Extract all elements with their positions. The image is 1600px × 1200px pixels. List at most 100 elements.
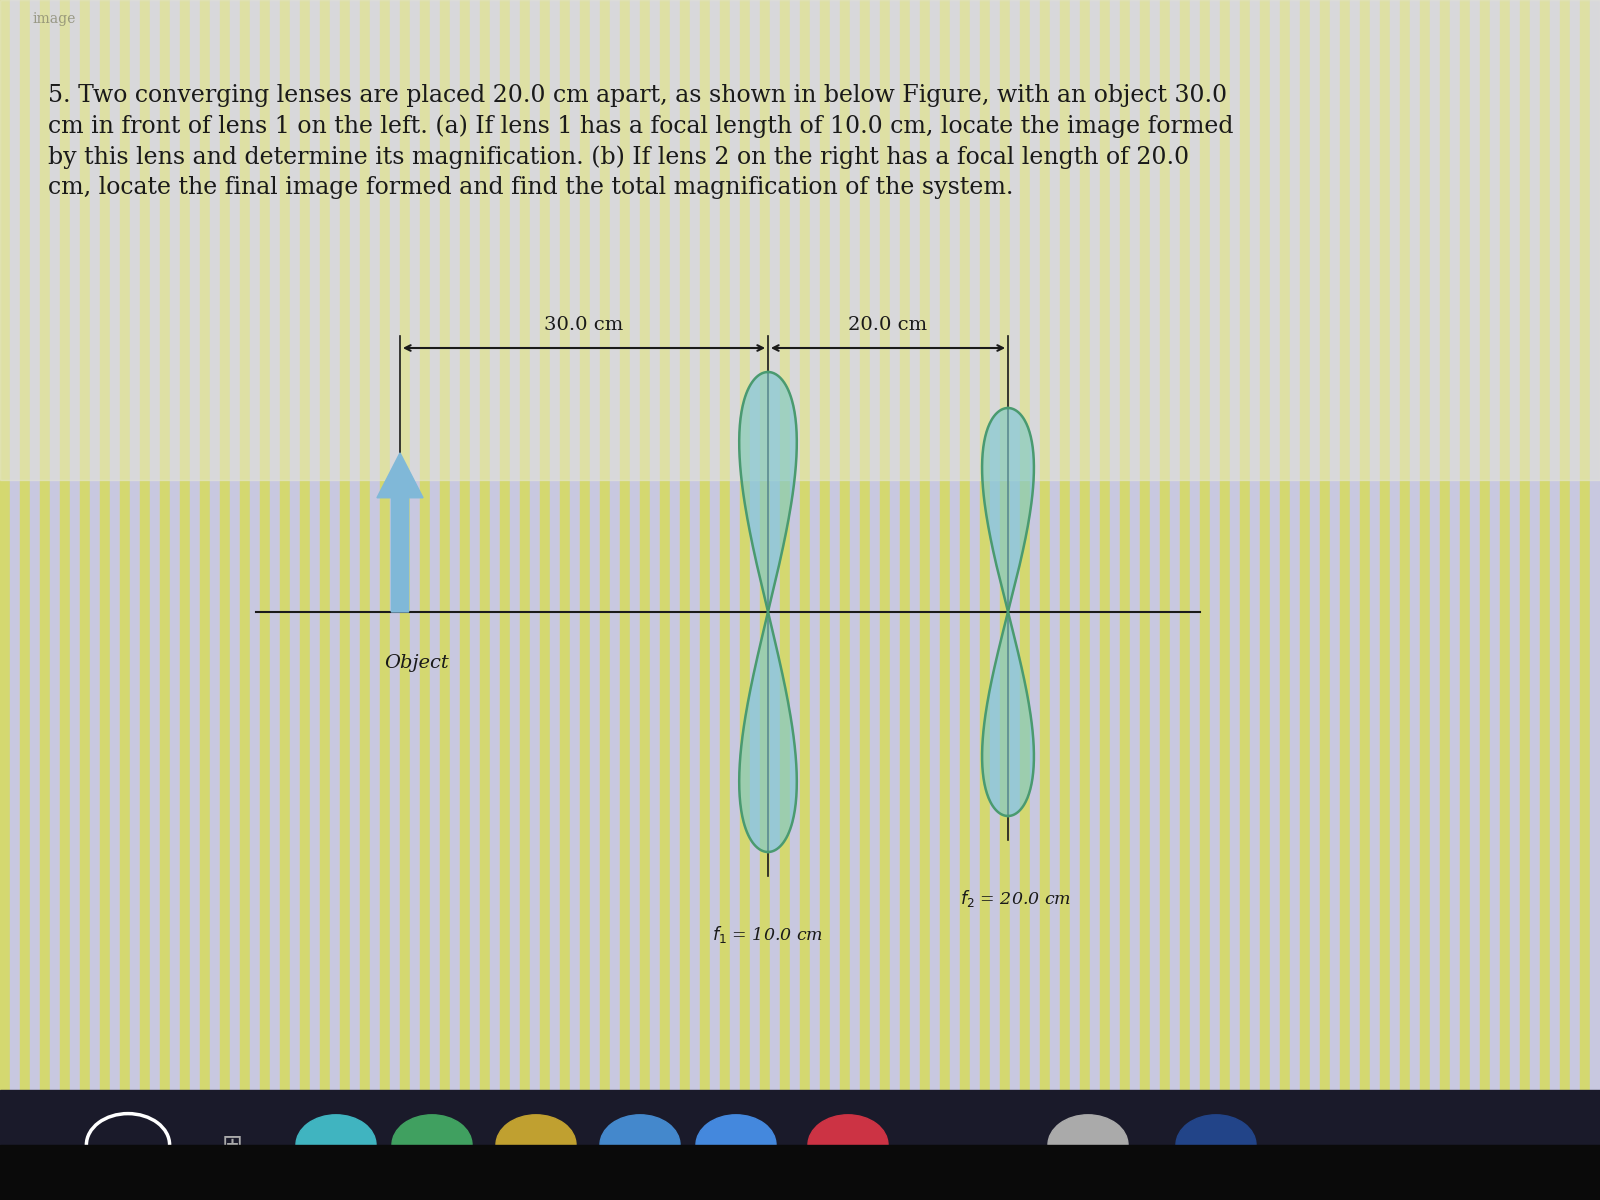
- Bar: [541, 0, 550, 1200]
- Bar: [99, 0, 110, 1200]
- Bar: [280, 0, 290, 1200]
- Circle shape: [496, 1115, 576, 1175]
- Bar: [970, 0, 979, 1200]
- Bar: [630, 0, 640, 1200]
- Bar: [960, 0, 970, 1200]
- Bar: [739, 0, 750, 1200]
- Bar: [1341, 0, 1350, 1200]
- Bar: [510, 0, 520, 1200]
- Bar: [950, 0, 960, 1200]
- Bar: [450, 0, 461, 1200]
- Text: 30.0 cm: 30.0 cm: [544, 316, 624, 334]
- Bar: [1501, 0, 1510, 1200]
- Bar: [590, 0, 600, 1200]
- Bar: [350, 0, 360, 1200]
- Text: ⊞: ⊞: [221, 1133, 243, 1157]
- Bar: [221, 0, 230, 1200]
- Bar: [520, 0, 530, 1200]
- Bar: [1090, 0, 1101, 1200]
- Bar: [1520, 0, 1530, 1200]
- Bar: [1350, 0, 1360, 1200]
- Bar: [1190, 0, 1200, 1200]
- Bar: [1221, 0, 1230, 1200]
- Bar: [80, 0, 90, 1200]
- Bar: [1360, 0, 1370, 1200]
- Bar: [1010, 0, 1021, 1200]
- Bar: [661, 0, 670, 1200]
- Bar: [1130, 0, 1139, 1200]
- Bar: [499, 0, 510, 1200]
- Bar: [760, 0, 770, 1200]
- Bar: [90, 0, 99, 1200]
- Bar: [750, 0, 760, 1200]
- Bar: [61, 0, 70, 1200]
- Text: 20.0 cm: 20.0 cm: [848, 316, 928, 334]
- Bar: [1250, 0, 1261, 1200]
- Bar: [1000, 0, 1010, 1200]
- Bar: [530, 0, 541, 1200]
- Bar: [1040, 0, 1050, 1200]
- Circle shape: [808, 1115, 888, 1175]
- Bar: [430, 0, 440, 1200]
- Bar: [1080, 0, 1090, 1200]
- Bar: [1200, 0, 1210, 1200]
- Bar: [341, 0, 350, 1200]
- Bar: [979, 0, 990, 1200]
- Bar: [0, 1090, 1600, 1200]
- Bar: [1310, 0, 1320, 1200]
- Bar: [370, 0, 381, 1200]
- Bar: [1430, 0, 1440, 1200]
- Bar: [0, 0, 10, 1200]
- Bar: [1170, 0, 1181, 1200]
- Bar: [320, 0, 330, 1200]
- Bar: [381, 0, 390, 1200]
- Bar: [1421, 0, 1430, 1200]
- FancyArrow shape: [378, 452, 422, 612]
- Bar: [1110, 0, 1120, 1200]
- Bar: [70, 0, 80, 1200]
- Bar: [1139, 0, 1150, 1200]
- Bar: [880, 0, 890, 1200]
- Bar: [1101, 0, 1110, 1200]
- Bar: [1030, 0, 1040, 1200]
- Bar: [290, 0, 301, 1200]
- Circle shape: [1176, 1115, 1256, 1175]
- Bar: [330, 0, 339, 1200]
- Bar: [701, 0, 710, 1200]
- Bar: [310, 0, 320, 1200]
- Bar: [170, 0, 181, 1200]
- Bar: [850, 0, 861, 1200]
- Bar: [30, 0, 40, 1200]
- Bar: [930, 0, 941, 1200]
- Bar: [1390, 0, 1400, 1200]
- Bar: [1510, 0, 1520, 1200]
- Bar: [560, 0, 570, 1200]
- Bar: [1480, 0, 1490, 1200]
- Bar: [1550, 0, 1560, 1200]
- Bar: [920, 0, 930, 1200]
- Bar: [890, 0, 899, 1200]
- Bar: [870, 0, 880, 1200]
- Bar: [210, 0, 221, 1200]
- Circle shape: [1048, 1115, 1128, 1175]
- Bar: [130, 0, 141, 1200]
- Circle shape: [600, 1115, 680, 1175]
- Bar: [581, 0, 590, 1200]
- Bar: [1070, 0, 1080, 1200]
- Bar: [1320, 0, 1330, 1200]
- Bar: [150, 0, 160, 1200]
- Bar: [1299, 0, 1310, 1200]
- Bar: [480, 0, 490, 1200]
- Bar: [259, 0, 270, 1200]
- Bar: [1530, 0, 1539, 1200]
- Bar: [861, 0, 870, 1200]
- Bar: [941, 0, 950, 1200]
- Text: $f_2$ = 20.0 cm: $f_2$ = 20.0 cm: [960, 888, 1072, 910]
- Bar: [400, 0, 410, 1200]
- Bar: [840, 0, 850, 1200]
- Bar: [1581, 0, 1590, 1200]
- Bar: [419, 0, 430, 1200]
- Polygon shape: [739, 372, 797, 852]
- Bar: [250, 0, 259, 1200]
- Bar: [1280, 0, 1290, 1200]
